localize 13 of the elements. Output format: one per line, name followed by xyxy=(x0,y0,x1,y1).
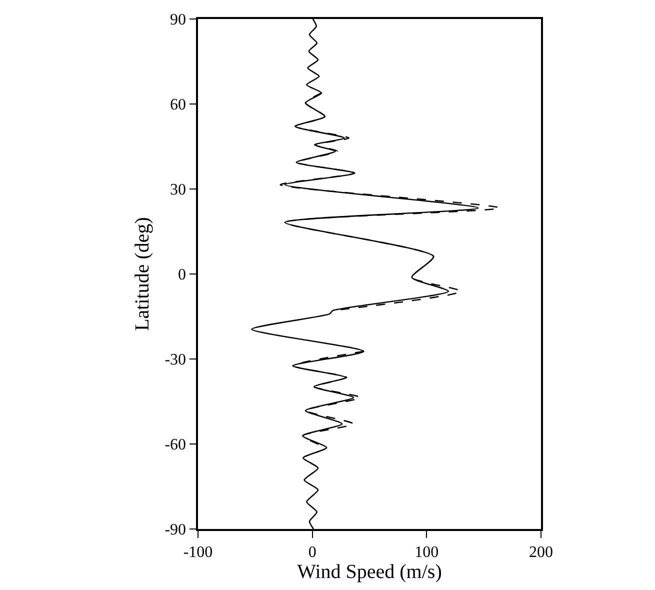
y-tick-label: -90 xyxy=(164,522,186,539)
y-axis-title: Latitude (deg) xyxy=(132,217,154,331)
y-tick-label: 90 xyxy=(170,12,186,29)
y-tick-label: 0 xyxy=(178,266,186,284)
y-tick-label: -30 xyxy=(164,352,186,369)
y-tick-label: 60 xyxy=(170,96,186,114)
y-tick-label: 30 xyxy=(170,182,186,199)
x-axis-title: Wind Speed (m/s) xyxy=(297,560,442,583)
x-tick-label: -100 xyxy=(183,544,213,561)
y-tick-label: -60 xyxy=(164,436,186,454)
x-tick-label: 200 xyxy=(529,544,553,561)
x-tick-label: 0 xyxy=(308,544,316,561)
x-tick-label: 100 xyxy=(414,544,439,561)
